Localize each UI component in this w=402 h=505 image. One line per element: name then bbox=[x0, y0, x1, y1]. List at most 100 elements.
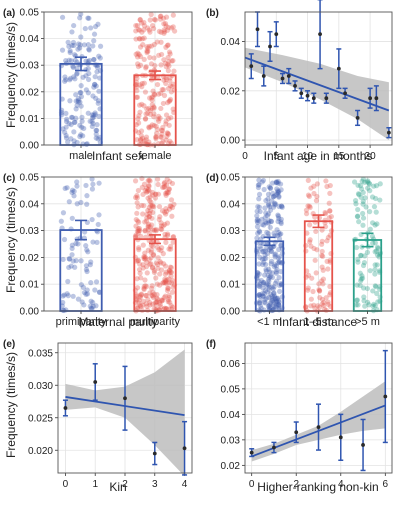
raw-point bbox=[144, 44, 150, 50]
raw-point bbox=[274, 298, 280, 305]
raw-point bbox=[276, 274, 282, 281]
raw-point bbox=[143, 65, 149, 71]
raw-point bbox=[74, 179, 80, 185]
y-tick-label: 0.04 bbox=[221, 37, 241, 48]
raw-point bbox=[261, 248, 267, 255]
raw-point bbox=[375, 299, 381, 305]
raw-point bbox=[136, 225, 143, 232]
raw-point bbox=[267, 207, 274, 213]
raw-point bbox=[93, 127, 99, 133]
raw-point bbox=[67, 75, 74, 81]
raw-point bbox=[151, 104, 157, 110]
raw-point bbox=[170, 233, 177, 240]
raw-point bbox=[84, 247, 90, 253]
raw-point bbox=[158, 260, 164, 266]
raw-point bbox=[71, 119, 77, 125]
raw-point bbox=[170, 24, 176, 30]
raw-point bbox=[257, 243, 263, 249]
raw-point bbox=[161, 27, 167, 33]
raw-point bbox=[136, 51, 142, 58]
raw-point bbox=[327, 190, 333, 196]
raw-point bbox=[366, 180, 372, 186]
raw-point bbox=[355, 256, 361, 262]
x-tick-label: 0 bbox=[63, 479, 69, 490]
raw-point bbox=[357, 282, 363, 289]
raw-point bbox=[256, 278, 262, 285]
raw-point bbox=[162, 263, 169, 269]
raw-point bbox=[163, 75, 169, 81]
raw-point bbox=[60, 210, 67, 216]
raw-point bbox=[321, 302, 327, 309]
raw-point bbox=[305, 272, 312, 278]
raw-point bbox=[260, 285, 266, 291]
raw-point bbox=[278, 231, 284, 237]
raw-point bbox=[95, 100, 101, 106]
raw-point bbox=[97, 43, 104, 49]
raw-point bbox=[256, 228, 262, 234]
raw-point bbox=[150, 94, 156, 100]
raw-point bbox=[265, 231, 271, 237]
raw-point bbox=[147, 194, 153, 200]
raw-point bbox=[258, 303, 264, 309]
raw-point bbox=[360, 198, 366, 205]
raw-point bbox=[68, 263, 74, 269]
raw-point bbox=[69, 215, 75, 221]
raw-point bbox=[263, 210, 269, 216]
raw-point bbox=[155, 181, 161, 188]
raw-point bbox=[372, 266, 378, 273]
raw-point bbox=[262, 248, 269, 254]
raw-point bbox=[163, 239, 169, 245]
raw-point bbox=[134, 54, 141, 60]
raw-point bbox=[84, 268, 90, 275]
raw-point bbox=[143, 134, 150, 140]
raw-point bbox=[313, 228, 319, 235]
raw-point bbox=[274, 227, 280, 233]
raw-point bbox=[93, 135, 99, 141]
raw-point bbox=[137, 36, 143, 42]
raw-point bbox=[161, 279, 167, 285]
raw-point bbox=[89, 118, 95, 125]
raw-point bbox=[276, 297, 282, 303]
raw-point bbox=[136, 266, 143, 273]
raw-point bbox=[311, 190, 317, 197]
raw-point bbox=[148, 255, 154, 261]
raw-point bbox=[166, 294, 172, 301]
raw-point bbox=[152, 62, 158, 69]
raw-point bbox=[61, 236, 68, 243]
raw-point bbox=[320, 281, 326, 287]
raw-point bbox=[263, 268, 269, 274]
raw-point bbox=[72, 57, 78, 63]
raw-point bbox=[256, 196, 262, 202]
raw-point bbox=[367, 181, 373, 187]
raw-point bbox=[262, 296, 268, 302]
raw-point bbox=[142, 250, 148, 256]
raw-point bbox=[256, 182, 262, 188]
raw-point bbox=[133, 84, 140, 90]
raw-point bbox=[73, 106, 79, 112]
raw-point bbox=[157, 16, 163, 22]
raw-point bbox=[262, 252, 268, 258]
raw-point bbox=[272, 201, 279, 207]
raw-point bbox=[254, 235, 260, 241]
raw-point bbox=[71, 129, 77, 135]
raw-point bbox=[144, 270, 150, 276]
raw-point bbox=[93, 95, 99, 101]
raw-point bbox=[77, 90, 83, 96]
raw-point bbox=[160, 124, 166, 131]
raw-point bbox=[308, 243, 314, 249]
raw-point bbox=[268, 245, 274, 251]
raw-point bbox=[133, 28, 139, 34]
x-axis-label: Infant distance bbox=[279, 315, 357, 329]
raw-point bbox=[167, 51, 173, 57]
raw-point bbox=[328, 213, 334, 220]
raw-point bbox=[149, 192, 155, 198]
raw-point bbox=[62, 129, 68, 135]
raw-point bbox=[171, 68, 177, 74]
raw-point bbox=[138, 292, 144, 298]
raw-point bbox=[158, 226, 165, 233]
raw-point bbox=[261, 291, 267, 297]
raw-point bbox=[72, 264, 78, 270]
raw-point bbox=[160, 280, 166, 286]
raw-point bbox=[370, 240, 376, 246]
raw-point bbox=[263, 266, 269, 273]
